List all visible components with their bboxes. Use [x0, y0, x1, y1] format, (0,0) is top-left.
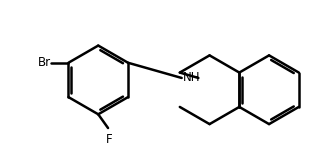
Text: NH: NH	[183, 71, 200, 85]
Text: Br: Br	[38, 56, 51, 69]
Text: F: F	[106, 133, 112, 146]
